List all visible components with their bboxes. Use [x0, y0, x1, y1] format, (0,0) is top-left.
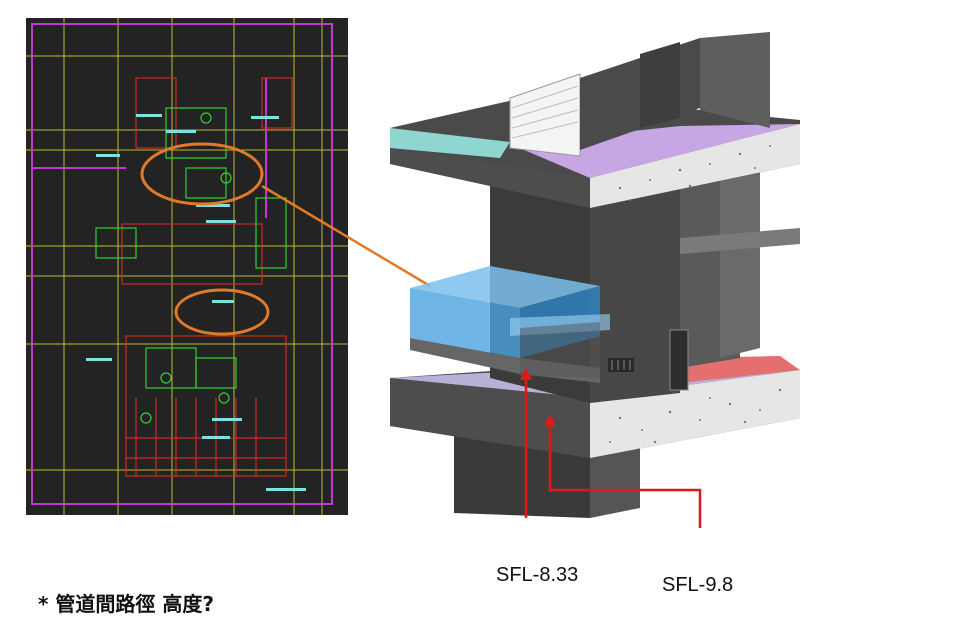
- cad-drawing: [26, 18, 348, 515]
- building-section-model: [380, 18, 820, 566]
- shaft-highlight-lower: [174, 288, 270, 336]
- level-label-upper: SFL-8.33: [496, 564, 579, 586]
- note-text: * 管道間路徑 高度?: [38, 592, 214, 616]
- model-drawing: [390, 32, 800, 566]
- shaft-highlight-upper: [140, 142, 264, 206]
- level-arrow-upper: [520, 368, 532, 518]
- cad-floor-plan: [26, 18, 348, 515]
- level-label-lower: SFL-9.8: [662, 574, 734, 596]
